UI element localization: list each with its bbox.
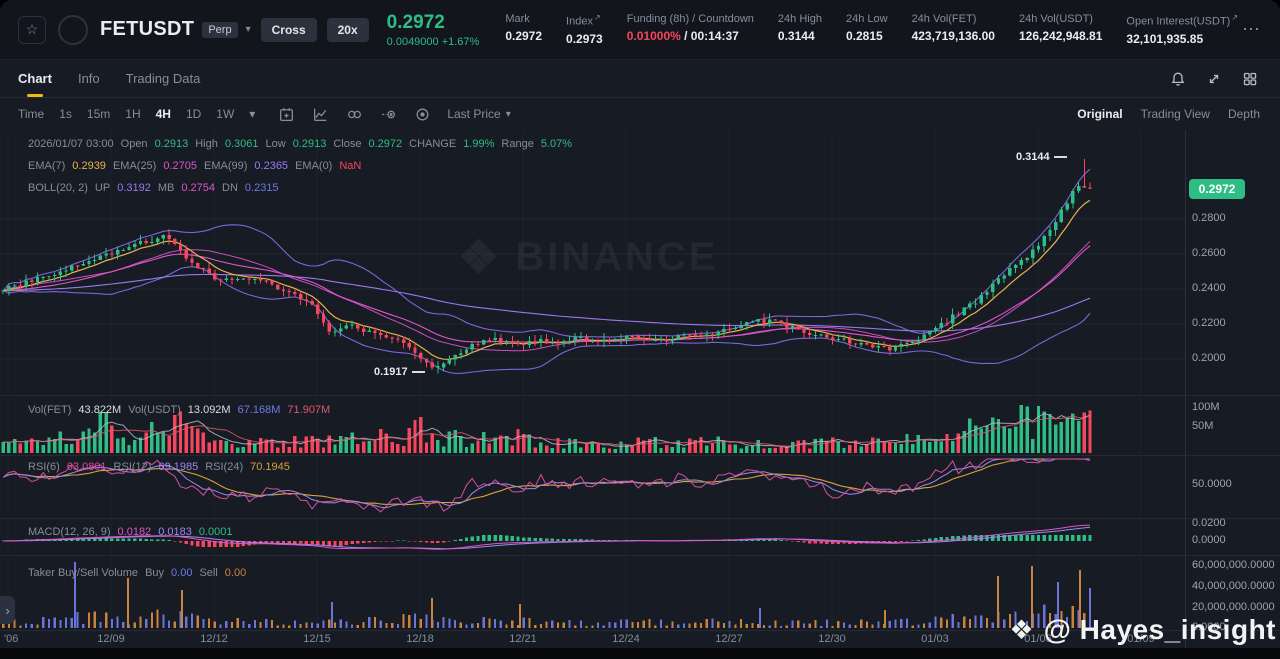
interval-1H[interactable]: 1H	[125, 107, 141, 121]
date-label: 01/06	[1024, 633, 1052, 645]
interval-1W[interactable]: 1W	[216, 107, 235, 121]
date-label: 12/15	[303, 633, 331, 645]
leverage-button[interactable]: 20x	[326, 17, 369, 42]
date-label: 01/09	[1127, 633, 1155, 645]
stat-24h-vol-base: 24h Vol(FET) 423,719,136.00	[911, 13, 995, 44]
chart-canvas[interactable]	[0, 130, 1280, 659]
indicator-visibility-icon[interactable]	[380, 106, 397, 123]
contract-type-badge: Perp	[202, 21, 238, 38]
calendar-icon[interactable]	[278, 106, 295, 123]
date-label: '06	[4, 633, 19, 645]
date-label: 12/30	[818, 633, 846, 645]
chart-style-icon[interactable]	[312, 106, 329, 123]
page-tabs: Chart Info Trading Data	[0, 60, 1280, 98]
interval-dropdown-caret-icon[interactable]: ▾	[249, 107, 256, 121]
date-label: 12/18	[406, 633, 434, 645]
stat-24h-low: 24h Low 0.2815	[845, 13, 888, 44]
last-price: 0.2972	[386, 11, 445, 33]
panel-expander-button[interactable]: ›	[0, 596, 15, 624]
axis-label: 0.2800	[1192, 212, 1226, 224]
funding-rate: 0.01000%	[626, 29, 681, 44]
expand-chart-icon[interactable]	[1206, 71, 1222, 87]
axis-label: 0.2600	[1192, 247, 1226, 259]
high-annotation: 0.3144	[1016, 151, 1067, 163]
external-link-icon: ↗	[593, 13, 601, 23]
symbol-header: ☆ FETUSDT Perp ▾ Cross 20x 0.2972 0.0049…	[0, 0, 1280, 60]
axis-label: 0.2200	[1192, 317, 1226, 329]
favorite-star-button[interactable]: ☆	[18, 15, 46, 44]
tab-trading-data[interactable]: Trading Data	[125, 71, 201, 86]
credit-watermark: ❖ @ Hayes_insight	[1009, 614, 1276, 645]
view-original[interactable]: Original	[1077, 107, 1123, 121]
chart-area[interactable]: ❖ BINANCE 2026/01/07 03:00 Open 0.2913 Hi…	[0, 130, 1280, 659]
interval-15m[interactable]: 15m	[86, 107, 111, 121]
view-depth[interactable]: Depth	[1227, 107, 1260, 121]
tab-info[interactable]: Info	[77, 71, 100, 86]
market-stats: Mark 0.2972 Index↗ 0.2973 Funding (8h) /…	[505, 13, 1238, 46]
time-label[interactable]: Time	[18, 107, 45, 121]
binance-logo-icon: ❖	[1009, 614, 1034, 645]
compare-icon[interactable]	[346, 106, 363, 123]
grid-layout-icon[interactable]	[1242, 71, 1258, 87]
margin-mode-button[interactable]: Cross	[260, 17, 317, 42]
symbol-name[interactable]: FETUSDT	[100, 18, 195, 40]
chart-toolbar: Time 1s 15m 1H 4H 1D 1W ▾	[0, 98, 1280, 130]
stat-index[interactable]: Index↗ 0.2973	[566, 13, 603, 46]
price-change: 0.0049000 +1.67%	[386, 35, 480, 48]
coin-logo	[58, 14, 88, 45]
price-mode-selector[interactable]: Last Price ▾	[447, 107, 511, 121]
tab-chart[interactable]: Chart	[18, 60, 52, 97]
price-mode-caret-icon: ▾	[505, 108, 511, 120]
more-stats-button[interactable]: ⋯	[1242, 19, 1262, 39]
stat-open-interest[interactable]: Open Interest(USDT)↗ 32,101,935.85	[1126, 13, 1239, 46]
stat-24h-high: 24h High 0.3144	[777, 13, 822, 44]
low-annotation: 0.1917	[374, 366, 425, 378]
axis-label: 0.0000	[1192, 621, 1226, 633]
interval-1s[interactable]: 1s	[59, 107, 72, 121]
axis-label: 0.0200	[1192, 517, 1226, 529]
date-label: 12/12	[200, 633, 228, 645]
axis-label: 50M	[1192, 420, 1214, 432]
axis-label: 0.2000	[1192, 352, 1226, 364]
stat-mark: Mark 0.2972	[505, 13, 543, 44]
date-label: 01/03	[921, 633, 949, 645]
funding-countdown: / 00:14:37	[680, 29, 739, 44]
axis-label: 20,000,000.0000	[1192, 601, 1275, 613]
axis-label: 100M	[1192, 401, 1220, 413]
axis-label: 50.0000	[1192, 478, 1232, 490]
stat-funding: Funding (8h) / Countdown 0.01000% / 00:1…	[626, 13, 754, 44]
axis-label: 0.0000	[1192, 534, 1226, 546]
axis-label: 0.2400	[1192, 282, 1226, 294]
star-icon: ☆	[25, 21, 39, 37]
axis-label: 40,000,000.0000	[1192, 580, 1275, 592]
view-trading-view[interactable]: Trading View	[1140, 107, 1210, 121]
stat-24h-vol-quote: 24h Vol(USDT) 126,242,948.81	[1018, 13, 1103, 44]
interval-4H[interactable]: 4H	[155, 107, 171, 121]
interval-1D[interactable]: 1D	[185, 107, 202, 121]
interval-group: 1s 15m 1H 4H 1D 1W	[59, 107, 249, 121]
date-label: 12/09	[97, 633, 125, 645]
date-label: 12/24	[612, 633, 640, 645]
symbol-dropdown-caret-icon[interactable]: ▾	[245, 24, 251, 35]
date-label: 12/21	[509, 633, 537, 645]
target-icon[interactable]	[414, 106, 431, 123]
notification-bell-icon[interactable]	[1170, 71, 1186, 87]
bottom-strip	[0, 648, 1280, 659]
axis-label: 60,000,000.0000	[1192, 559, 1275, 571]
last-price-badge: 0.2972	[1189, 179, 1245, 199]
date-label: 12/27	[715, 633, 743, 645]
external-link-icon: ↗	[1231, 13, 1239, 23]
